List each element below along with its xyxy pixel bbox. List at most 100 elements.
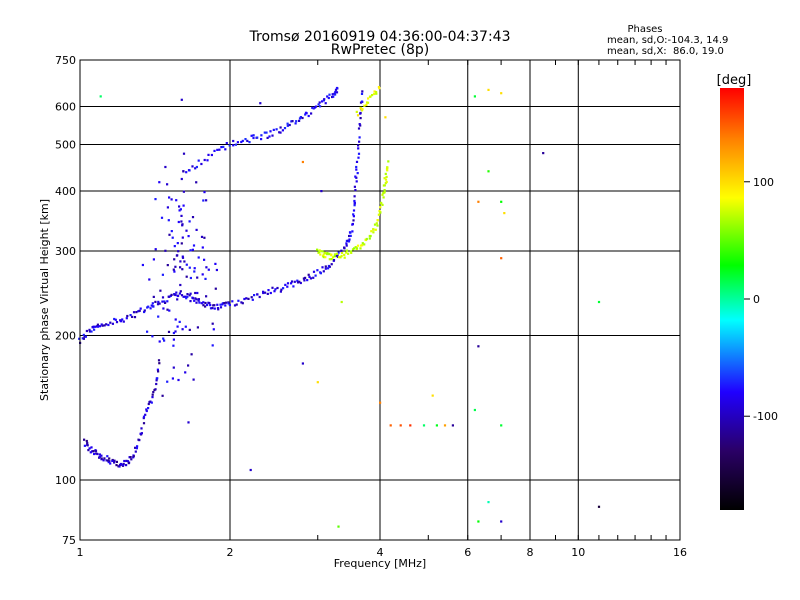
trace-point — [355, 247, 359, 250]
trace-point — [375, 222, 378, 225]
trace-point — [109, 462, 112, 465]
trace-point — [172, 344, 175, 347]
y-tick-label: 750 — [55, 54, 76, 67]
trace-point — [175, 291, 178, 294]
trace-point — [138, 309, 141, 312]
y-tick-label: 500 — [55, 139, 76, 152]
trace-point — [162, 307, 165, 310]
trace-point — [179, 266, 182, 269]
trace-point — [92, 450, 95, 453]
isolated-point — [435, 424, 438, 427]
trace-point — [382, 191, 385, 195]
trace-point — [217, 308, 220, 311]
trace-point — [100, 323, 103, 326]
trace-point — [208, 302, 211, 305]
trace-point — [181, 256, 185, 259]
trace-point — [212, 328, 215, 331]
trace-point — [101, 324, 104, 327]
isolated-point — [99, 95, 102, 98]
isolated-point — [500, 520, 503, 523]
trace-point — [191, 297, 194, 300]
trace-point — [274, 288, 277, 291]
trace-point — [176, 294, 179, 298]
colorbar-ticks: 100 0 -100 — [744, 176, 778, 423]
trace-point — [252, 136, 255, 140]
trace-point — [282, 287, 285, 290]
trace-point — [177, 220, 180, 224]
trace-point — [168, 309, 171, 312]
trace-point — [188, 294, 191, 297]
trace-point — [118, 465, 121, 468]
trace-point — [384, 178, 388, 181]
trace-point — [160, 216, 164, 219]
trace-point — [366, 101, 370, 104]
trace-point — [195, 301, 198, 304]
trace-point — [86, 441, 89, 445]
trace-point — [205, 266, 208, 269]
y-tick-label: 75 — [62, 534, 76, 547]
trace-point — [98, 455, 101, 458]
isolated-point — [477, 345, 480, 348]
trace-point — [353, 195, 356, 198]
y-tick-label: 100 — [55, 474, 76, 487]
trace-point — [178, 292, 181, 295]
trace-point — [359, 247, 362, 250]
trace-point — [267, 289, 270, 292]
trace-point — [90, 330, 93, 333]
trace-point — [372, 228, 375, 231]
trace-point — [286, 122, 289, 125]
trace-point — [107, 459, 110, 462]
trace-point — [356, 172, 359, 175]
trace-point — [353, 185, 356, 188]
trace-point — [210, 153, 213, 157]
x-tick-label: 16 — [673, 546, 687, 559]
trace-point — [181, 223, 184, 226]
trace-point — [202, 199, 205, 202]
trace-point — [91, 450, 94, 453]
trace-point — [233, 304, 237, 307]
trace-point — [332, 95, 335, 98]
trace-point — [141, 263, 144, 267]
trace-point — [139, 432, 142, 435]
trace-point — [308, 275, 311, 278]
x-tick-label: 10 — [571, 546, 585, 559]
trace-point — [181, 255, 184, 258]
isolated-point — [431, 394, 434, 397]
data-points — [78, 86, 601, 528]
trace-point — [202, 301, 205, 304]
trace-point — [286, 282, 290, 285]
trace-point — [100, 454, 103, 457]
trace-point — [148, 278, 151, 281]
colorbar-label: [deg] — [717, 73, 752, 88]
trace-point — [81, 337, 84, 340]
trace-point — [284, 283, 287, 286]
trace-point — [312, 270, 316, 273]
trace-point — [345, 249, 349, 252]
trace-point — [184, 325, 187, 328]
trace-point — [219, 306, 223, 309]
trace-point — [360, 100, 364, 103]
trace-point — [166, 264, 169, 267]
trace-point — [345, 242, 348, 245]
phases-line-o: mean, sd,O:-104.3, 14.9 — [607, 35, 728, 46]
trace-point — [173, 270, 176, 273]
isolated-point — [340, 300, 343, 304]
trace-point — [293, 280, 296, 283]
trace-point — [241, 139, 244, 142]
trace-point — [349, 234, 352, 237]
trace-point — [87, 449, 90, 452]
isolated-point — [487, 501, 490, 504]
trace-point — [355, 165, 358, 169]
trace-point — [172, 268, 175, 271]
trace-point — [154, 198, 157, 201]
trace-point — [157, 300, 160, 303]
trace-point — [319, 253, 322, 256]
trace-point — [298, 280, 301, 283]
isolated-point — [500, 92, 503, 95]
trace-point — [98, 325, 101, 328]
trace-point — [279, 131, 282, 134]
trace-point — [380, 202, 383, 205]
trace-point — [137, 438, 140, 441]
trace-point — [171, 236, 174, 239]
trace-point — [298, 117, 302, 120]
